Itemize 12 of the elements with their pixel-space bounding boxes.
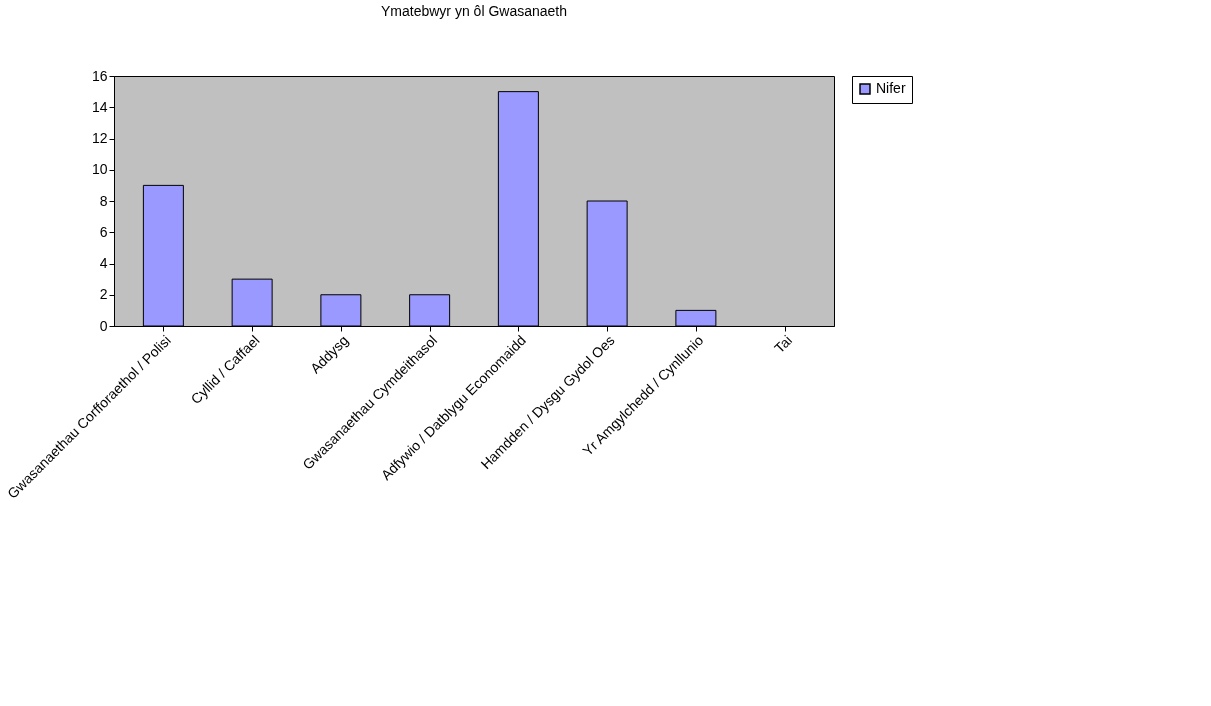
y-tick-label: 6 bbox=[99, 223, 108, 240]
y-tick-label: 10 bbox=[91, 161, 108, 178]
y-tick-label: 14 bbox=[91, 98, 108, 115]
y-tick-label: 16 bbox=[91, 67, 108, 84]
y-tick-label: 0 bbox=[99, 317, 108, 334]
y-tick-label: 12 bbox=[91, 130, 108, 146]
x-tick-label: Tai bbox=[771, 332, 796, 357]
y-tick-label: 2 bbox=[99, 286, 108, 303]
y-tick-label: 4 bbox=[99, 255, 108, 271]
y-tick-label: 8 bbox=[99, 192, 108, 209]
chart-title: Ymatebwyr yn ôl Gwasanaeth bbox=[381, 3, 567, 19]
legend-label: Nifer bbox=[876, 80, 906, 96]
